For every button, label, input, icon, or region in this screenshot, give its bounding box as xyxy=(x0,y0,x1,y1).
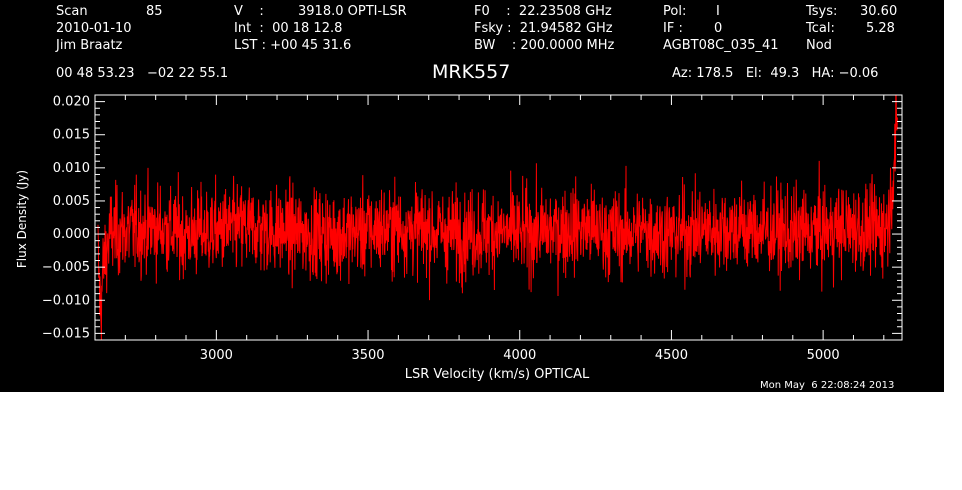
observation-date: 2010-01-10 xyxy=(56,21,132,36)
x-tick-label: 4000 xyxy=(503,348,536,363)
x-tick-label: 4500 xyxy=(655,348,688,363)
source-name: MRK557 xyxy=(432,61,511,83)
y-axis-label: Flux Density (Jy) xyxy=(15,170,29,268)
x-tick-label: 5000 xyxy=(807,348,840,363)
tsys-label: Tsys: xyxy=(806,4,838,19)
tsys-value: 30.60 xyxy=(860,4,898,19)
x-axis-label: LSR Velocity (km/s) OPTICAL xyxy=(405,367,590,382)
polarization-label: Pol: xyxy=(663,4,687,19)
scan-value: 85 xyxy=(146,4,163,19)
spectrum-line xyxy=(97,94,898,341)
source-coordinates: 00 48 53.23 −02 22 55.1 xyxy=(56,66,229,81)
bandwidth: BW : 200.0000 MHz xyxy=(474,38,615,53)
if-value: 0 xyxy=(714,21,723,36)
rest-frequency: F0 : 22.23508 GHz xyxy=(474,4,612,19)
tcal-value: 5.28 xyxy=(866,21,895,36)
integration-time: Int : 00 18 12.8 xyxy=(234,21,343,36)
y-tick-label: −0.005 xyxy=(42,260,90,275)
velocity-label: V : xyxy=(234,4,264,19)
scan-label: Scan xyxy=(56,4,88,19)
spectrum-plot: 3000 3500 4000 4500 5000 −0.015 −0.010 −0.005 0.… xyxy=(15,94,903,382)
velocity-value: 3918.0 OPTI-LSR xyxy=(298,4,407,19)
plot-frame xyxy=(94,94,903,341)
y-tick-label: 0.010 xyxy=(53,161,90,176)
tcal-label: Tcal: xyxy=(806,21,835,36)
plot-timestamp: Mon May 6 22:08:24 2013 xyxy=(760,380,895,391)
sky-frequency: Fsky : 21.94582 GHz xyxy=(474,21,613,36)
switching-mode: Nod xyxy=(806,38,832,53)
x-tick-label: 3000 xyxy=(200,348,233,363)
tick-layer: 3000 3500 4000 4500 5000 −0.015 −0.010 −0.005 0.… xyxy=(42,94,902,363)
y-tick-label: 0.000 xyxy=(53,227,90,242)
az-el-ha: Az: 178.5 El: 49.3 HA: −0.06 xyxy=(672,66,879,81)
y-tick-label: 0.020 xyxy=(53,95,90,110)
y-tick-label: −0.010 xyxy=(42,293,90,308)
if-label: IF : xyxy=(663,21,683,36)
lst-time: LST : +00 45 31.6 xyxy=(234,38,352,53)
y-tick-label: 0.015 xyxy=(53,128,90,143)
y-tick-label: 0.005 xyxy=(53,194,90,209)
y-tick-label: −0.015 xyxy=(42,326,90,341)
observer-name: Jim Braatz xyxy=(56,38,123,53)
spectrum-trace-layer xyxy=(97,94,898,341)
x-tick-label: 3500 xyxy=(351,348,384,363)
plot-window: Scan 85 2010-01-10 Jim Braatz V : 3918.0… xyxy=(0,0,944,392)
project-id: AGBT08C_035_41 xyxy=(663,38,779,53)
polarization-value: I xyxy=(716,4,720,19)
